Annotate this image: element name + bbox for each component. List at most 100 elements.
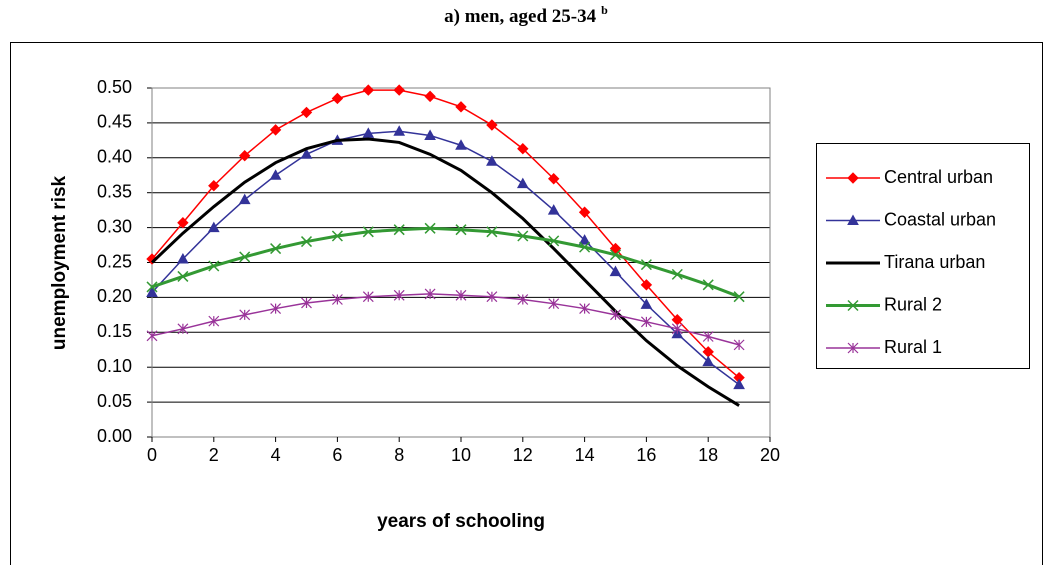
title-text: a) men, aged 25-34 (444, 6, 596, 27)
marker (300, 236, 313, 248)
marker (270, 303, 282, 314)
marker (516, 177, 529, 189)
marker (847, 214, 859, 225)
y-tick-label: 0.20 (97, 286, 132, 306)
marker (733, 378, 745, 390)
marker (269, 124, 282, 136)
chart-title: a) men, aged 25-34 b (444, 3, 608, 28)
marker (847, 172, 859, 184)
marker (238, 149, 251, 162)
legend-label: Central urban (884, 167, 993, 187)
x-tick-label: 20 (760, 445, 780, 465)
y-tick-label: 0.35 (97, 181, 132, 201)
marker (239, 309, 251, 321)
marker (640, 279, 653, 291)
x-tick-label: 10 (451, 445, 471, 465)
marker (146, 330, 158, 342)
marker (208, 315, 220, 327)
x-tick-label: 12 (513, 445, 533, 465)
marker (702, 279, 714, 291)
marker (331, 92, 344, 105)
marker (486, 291, 498, 303)
marker (547, 204, 560, 215)
marker (424, 129, 436, 140)
y-tick-label: 0.00 (97, 426, 132, 446)
x-tick-label: 0 (147, 445, 157, 465)
marker (177, 323, 189, 335)
marker (270, 243, 282, 255)
chart-frame (10, 42, 1043, 565)
marker (331, 294, 343, 305)
marker (547, 173, 560, 185)
marker (640, 259, 652, 271)
marker (609, 265, 622, 277)
marker (239, 251, 251, 263)
series-line (151, 130, 740, 386)
marker (146, 281, 158, 293)
marker (424, 90, 436, 103)
marker (578, 234, 591, 245)
marker (702, 355, 715, 367)
marker (177, 252, 189, 264)
marker (733, 291, 745, 303)
marker (238, 193, 251, 205)
series-line (151, 89, 740, 379)
y-tick-label: 0.45 (97, 112, 132, 132)
marker (579, 241, 591, 253)
y-tick-label: 0.30 (97, 216, 132, 236)
series-line (151, 226, 740, 299)
marker (393, 289, 405, 301)
y-tick-label: 0.15 (97, 321, 132, 341)
marker (331, 230, 343, 242)
marker (301, 297, 312, 309)
marker (671, 323, 683, 335)
x-tick-label: 8 (394, 445, 404, 465)
y-tick-label: 0.50 (97, 77, 132, 97)
title-superscript: b (601, 3, 608, 17)
x-tick-label: 4 (271, 445, 281, 465)
marker (362, 127, 375, 138)
marker (486, 226, 498, 238)
series-line (150, 137, 740, 407)
x-tick-label: 2 (209, 445, 219, 465)
marker (578, 206, 591, 218)
marker (517, 143, 529, 155)
legend-label: Rural 1 (884, 337, 942, 357)
marker (177, 270, 189, 282)
marker (362, 226, 374, 238)
y-tick-label: 0.25 (97, 251, 132, 271)
marker (269, 169, 282, 180)
marker (609, 249, 622, 261)
marker (177, 217, 189, 229)
marker (455, 101, 467, 113)
legend-label: Rural 2 (884, 294, 942, 314)
marker (733, 339, 745, 351)
marker (486, 155, 498, 166)
legend-label: Coastal urban (884, 209, 996, 229)
marker (424, 288, 436, 300)
marker (207, 221, 220, 233)
legend-label: Tirana urban (884, 252, 985, 272)
marker (847, 299, 859, 312)
marker (208, 260, 220, 272)
y-tick-label: 0.40 (97, 147, 132, 167)
marker (393, 84, 405, 96)
marker (671, 268, 683, 280)
y-axis-title: unemployment risk (49, 175, 70, 350)
x-tick-label: 16 (636, 445, 656, 465)
x-tick-label: 14 (575, 445, 595, 465)
marker (300, 106, 313, 119)
marker (486, 119, 498, 131)
marker (579, 303, 591, 314)
marker (847, 342, 859, 354)
marker (517, 294, 529, 305)
marker (455, 289, 467, 301)
marker (362, 84, 375, 96)
series-line (151, 293, 740, 346)
marker (640, 316, 652, 328)
x-tick-label: 6 (332, 445, 342, 465)
marker (640, 298, 653, 309)
marker (424, 222, 436, 234)
marker (208, 180, 220, 192)
